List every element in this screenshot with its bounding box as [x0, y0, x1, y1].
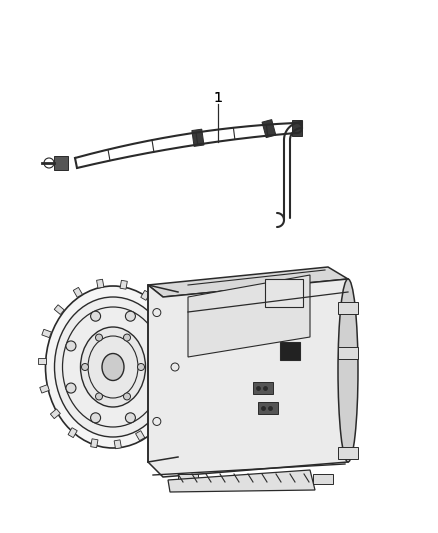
Bar	[135, 431, 145, 441]
Bar	[338, 302, 358, 314]
Bar	[91, 439, 98, 448]
Ellipse shape	[46, 286, 180, 448]
Bar	[258, 402, 278, 414]
Ellipse shape	[54, 297, 172, 437]
Circle shape	[138, 364, 145, 370]
Bar	[248, 474, 268, 484]
Bar	[97, 279, 104, 288]
Bar	[40, 385, 49, 393]
Bar	[166, 390, 176, 399]
Ellipse shape	[338, 279, 358, 462]
Bar	[338, 347, 358, 359]
Bar	[154, 414, 164, 423]
Bar	[68, 427, 77, 438]
Circle shape	[66, 341, 76, 351]
Bar	[50, 409, 60, 418]
Circle shape	[95, 393, 102, 400]
Bar	[313, 474, 333, 484]
Circle shape	[95, 334, 102, 341]
Circle shape	[125, 311, 135, 321]
Circle shape	[150, 341, 160, 351]
Text: 1: 1	[214, 91, 223, 105]
Polygon shape	[188, 275, 310, 357]
Bar	[73, 287, 82, 297]
Bar	[141, 290, 150, 300]
Bar	[114, 440, 121, 449]
Polygon shape	[168, 470, 315, 492]
Ellipse shape	[102, 353, 124, 381]
Bar	[120, 280, 127, 289]
Bar	[292, 120, 302, 136]
Bar	[38, 358, 46, 364]
Circle shape	[66, 383, 76, 393]
Bar	[42, 329, 51, 338]
Bar	[262, 119, 276, 138]
Circle shape	[150, 383, 160, 393]
Circle shape	[91, 413, 101, 423]
Bar	[253, 382, 273, 394]
Circle shape	[124, 334, 131, 341]
Polygon shape	[148, 267, 348, 297]
Circle shape	[124, 393, 131, 400]
Ellipse shape	[81, 327, 145, 407]
Polygon shape	[148, 279, 348, 477]
Bar	[280, 342, 300, 360]
Circle shape	[81, 364, 88, 370]
Bar	[192, 129, 204, 147]
Circle shape	[125, 413, 135, 423]
Bar	[54, 156, 68, 170]
Text: 1: 1	[214, 91, 223, 105]
Bar	[158, 309, 168, 319]
Bar	[178, 474, 198, 484]
Circle shape	[91, 311, 101, 321]
Bar	[54, 305, 64, 314]
Bar	[169, 335, 178, 343]
Bar	[265, 279, 303, 307]
Bar	[173, 364, 180, 370]
Bar	[338, 447, 358, 459]
